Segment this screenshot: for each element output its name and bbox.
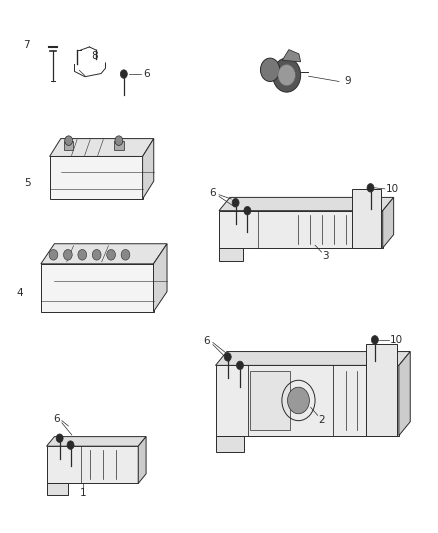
Text: 6: 6: [204, 336, 210, 346]
Circle shape: [273, 58, 300, 92]
Text: 7: 7: [23, 41, 29, 50]
Text: 8: 8: [91, 51, 98, 61]
Circle shape: [115, 136, 123, 146]
Bar: [215, 366, 399, 435]
Polygon shape: [46, 437, 146, 446]
Bar: [46, 446, 138, 483]
Bar: [41, 264, 153, 312]
Text: 1: 1: [79, 489, 86, 498]
Circle shape: [367, 183, 374, 192]
Text: 6: 6: [144, 69, 150, 79]
Circle shape: [67, 441, 74, 449]
Text: 6: 6: [209, 188, 216, 198]
Polygon shape: [383, 197, 394, 248]
Text: 6: 6: [53, 414, 60, 424]
Circle shape: [261, 58, 280, 82]
Circle shape: [244, 206, 251, 215]
Circle shape: [65, 136, 73, 146]
Text: 4: 4: [17, 288, 23, 298]
Bar: [251, 370, 290, 430]
Text: 5: 5: [25, 178, 31, 188]
Polygon shape: [215, 352, 410, 366]
Circle shape: [92, 249, 101, 260]
Bar: [219, 211, 383, 248]
Circle shape: [232, 198, 239, 207]
Circle shape: [56, 434, 63, 442]
Circle shape: [64, 249, 72, 260]
Text: 10: 10: [385, 184, 399, 194]
Circle shape: [107, 249, 116, 260]
Polygon shape: [219, 197, 394, 211]
Bar: [64, 141, 74, 150]
Circle shape: [120, 70, 127, 78]
Circle shape: [121, 249, 130, 260]
Polygon shape: [49, 139, 154, 157]
Polygon shape: [153, 244, 167, 312]
Text: 3: 3: [322, 251, 329, 261]
Circle shape: [288, 387, 309, 414]
Polygon shape: [41, 244, 167, 264]
Bar: [219, 248, 243, 261]
Circle shape: [278, 64, 295, 86]
Text: 9: 9: [345, 77, 351, 86]
Circle shape: [78, 249, 87, 260]
Polygon shape: [399, 352, 410, 435]
Bar: [366, 344, 397, 435]
Polygon shape: [138, 437, 146, 483]
Polygon shape: [283, 50, 300, 62]
Bar: [49, 157, 143, 199]
Text: 10: 10: [390, 335, 403, 345]
Circle shape: [224, 353, 231, 361]
Polygon shape: [143, 139, 154, 199]
Circle shape: [237, 361, 244, 369]
Bar: [46, 483, 68, 495]
Circle shape: [371, 336, 378, 344]
Bar: [215, 435, 244, 451]
Text: 2: 2: [318, 415, 325, 425]
Bar: [352, 189, 381, 248]
Circle shape: [49, 249, 58, 260]
Bar: [114, 141, 124, 150]
